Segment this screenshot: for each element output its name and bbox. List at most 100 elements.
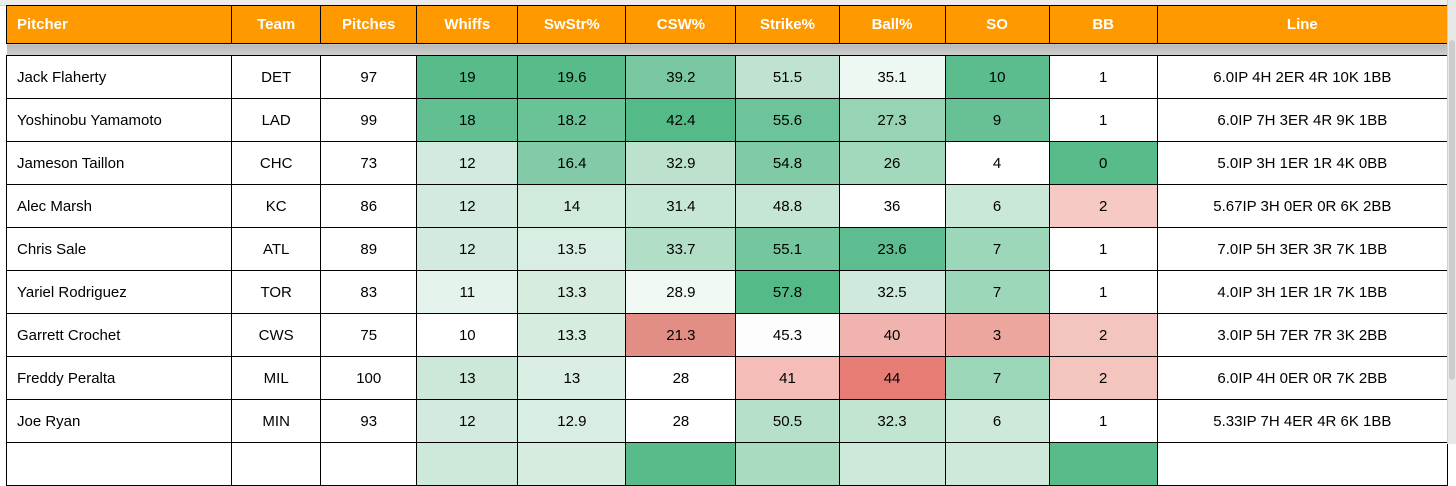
pitches-cell[interactable] [320,442,418,486]
bb-cell[interactable] [1048,442,1158,486]
pitcher-cell[interactable]: Yoshinobu Yamamoto [5,98,233,142]
vertical-scrollbar-thumb[interactable] [1449,40,1455,380]
pitcher-cell[interactable]: Chris Sale [5,227,233,271]
whiffs-cell[interactable]: 19 [416,55,519,99]
line-cell[interactable]: 6.0IP 4H 0ER 0R 7K 2BB [1156,356,1449,400]
strike-cell[interactable]: 55.6 [735,98,840,142]
strike-cell[interactable]: 57.8 [735,270,840,314]
line-cell[interactable]: 7.0IP 5H 3ER 3R 7K 1BB [1156,227,1449,271]
pitches-cell[interactable]: 93 [320,399,418,443]
bb-cell[interactable]: 1 [1048,98,1158,142]
strike-cell[interactable]: 41 [735,356,840,400]
line-cell[interactable]: 6.0IP 7H 3ER 4R 9K 1BB [1156,98,1449,142]
ball-cell[interactable]: 27.3 [838,98,946,142]
header-pitcher[interactable]: Pitcher [5,5,233,44]
ball-cell[interactable] [838,442,946,486]
swstr-cell[interactable]: 13 [517,356,627,400]
swstr-cell[interactable]: 18.2 [517,98,627,142]
ball-cell[interactable]: 40 [838,313,946,357]
team-cell[interactable]: MIL [231,356,322,400]
team-cell[interactable]: KC [231,184,322,228]
line-cell[interactable]: 6.0IP 4H 2ER 4R 10K 1BB [1156,55,1449,99]
team-cell[interactable]: ATL [231,227,322,271]
header-csw[interactable]: CSW% [625,5,737,44]
so-cell[interactable]: 6 [944,399,1050,443]
so-cell[interactable]: 7 [944,356,1050,400]
bb-cell[interactable]: 0 [1048,141,1158,185]
pitches-cell[interactable]: 75 [320,313,418,357]
team-cell[interactable]: DET [231,55,322,99]
pitcher-cell[interactable]: Jack Flaherty [5,55,233,99]
pitcher-cell[interactable]: Freddy Peralta [5,356,233,400]
whiffs-cell[interactable]: 11 [416,270,519,314]
swstr-cell[interactable]: 13.5 [517,227,627,271]
header-ball[interactable]: Ball% [838,5,946,44]
csw-cell[interactable]: 28 [625,399,737,443]
swstr-cell[interactable]: 14 [517,184,627,228]
pitcher-cell[interactable]: Alec Marsh [5,184,233,228]
line-cell[interactable]: 3.0IP 5H 7ER 7R 3K 2BB [1156,313,1449,357]
pitches-cell[interactable]: 97 [320,55,418,99]
strike-cell[interactable]: 50.5 [735,399,840,443]
strike-cell[interactable]: 45.3 [735,313,840,357]
line-cell[interactable] [1156,442,1449,486]
bb-cell[interactable]: 1 [1048,270,1158,314]
strike-cell[interactable] [735,442,840,486]
csw-cell[interactable]: 28.9 [625,270,737,314]
csw-cell[interactable] [625,442,737,486]
team-cell[interactable] [231,442,322,486]
team-cell[interactable]: CHC [231,141,322,185]
csw-cell[interactable]: 28 [625,356,737,400]
swstr-cell[interactable]: 16.4 [517,141,627,185]
so-cell[interactable]: 3 [944,313,1050,357]
so-cell[interactable] [944,442,1050,486]
bb-cell[interactable]: 2 [1048,356,1158,400]
swstr-cell[interactable]: 12.9 [517,399,627,443]
pitcher-cell[interactable] [5,442,233,486]
ball-cell[interactable]: 35.1 [838,55,946,99]
whiffs-cell[interactable]: 12 [416,141,519,185]
swstr-cell[interactable]: 19.6 [517,55,627,99]
swstr-cell[interactable]: 13.3 [517,313,627,357]
team-cell[interactable]: TOR [231,270,322,314]
bb-cell[interactable]: 2 [1048,313,1158,357]
ball-cell[interactable]: 32.5 [838,270,946,314]
pitches-cell[interactable]: 86 [320,184,418,228]
bb-cell[interactable]: 1 [1048,399,1158,443]
ball-cell[interactable]: 26 [838,141,946,185]
whiffs-cell[interactable]: 13 [416,356,519,400]
strike-cell[interactable]: 48.8 [735,184,840,228]
so-cell[interactable]: 7 [944,227,1050,271]
team-cell[interactable]: LAD [231,98,322,142]
so-cell[interactable]: 4 [944,141,1050,185]
pitcher-cell[interactable]: Garrett Crochet [5,313,233,357]
swstr-cell[interactable]: 13.3 [517,270,627,314]
csw-cell[interactable]: 31.4 [625,184,737,228]
so-cell[interactable]: 6 [944,184,1050,228]
vertical-scrollbar-track[interactable] [1447,0,1456,444]
ball-cell[interactable]: 23.6 [838,227,946,271]
whiffs-cell[interactable]: 10 [416,313,519,357]
pitcher-cell[interactable]: Joe Ryan [5,399,233,443]
pitcher-cell[interactable]: Jameson Taillon [5,141,233,185]
pitches-cell[interactable]: 100 [320,356,418,400]
strike-cell[interactable]: 54.8 [735,141,840,185]
ball-cell[interactable]: 44 [838,356,946,400]
whiffs-cell[interactable] [416,442,519,486]
header-strike[interactable]: Strike% [735,5,840,44]
line-cell[interactable]: 5.0IP 3H 1ER 1R 4K 0BB [1156,141,1449,185]
csw-cell[interactable]: 21.3 [625,313,737,357]
strike-cell[interactable]: 51.5 [735,55,840,99]
strike-cell[interactable]: 55.1 [735,227,840,271]
csw-cell[interactable]: 32.9 [625,141,737,185]
pitches-cell[interactable]: 73 [320,141,418,185]
pitches-cell[interactable]: 99 [320,98,418,142]
bb-cell[interactable]: 2 [1048,184,1158,228]
swstr-cell[interactable] [517,442,627,486]
ball-cell[interactable]: 36 [838,184,946,228]
so-cell[interactable]: 9 [944,98,1050,142]
whiffs-cell[interactable]: 18 [416,98,519,142]
pitches-cell[interactable]: 83 [320,270,418,314]
header-so[interactable]: SO [944,5,1050,44]
csw-cell[interactable]: 42.4 [625,98,737,142]
